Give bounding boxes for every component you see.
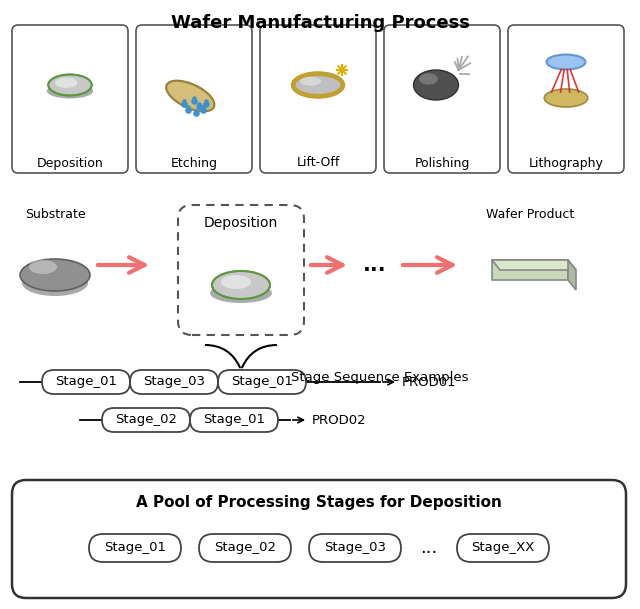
Ellipse shape (55, 77, 77, 88)
Ellipse shape (210, 283, 272, 303)
Text: Substrate: Substrate (25, 208, 85, 222)
Text: Stage_02: Stage_02 (214, 541, 276, 555)
Text: PROD02: PROD02 (312, 414, 367, 426)
Text: ...: ... (363, 255, 387, 275)
FancyBboxPatch shape (12, 480, 626, 598)
FancyBboxPatch shape (309, 534, 401, 562)
Ellipse shape (212, 271, 270, 299)
Text: Stage_01: Stage_01 (104, 541, 166, 555)
Ellipse shape (166, 80, 214, 111)
FancyBboxPatch shape (260, 25, 376, 173)
Ellipse shape (29, 260, 57, 274)
Text: PROD01: PROD01 (402, 376, 456, 389)
Text: Wafer Manufacturing Process: Wafer Manufacturing Process (171, 14, 469, 32)
Ellipse shape (300, 77, 321, 86)
FancyBboxPatch shape (190, 408, 278, 432)
Text: Wafer Product: Wafer Product (486, 208, 574, 222)
FancyBboxPatch shape (42, 370, 130, 394)
Ellipse shape (221, 275, 251, 289)
Ellipse shape (22, 270, 88, 296)
Ellipse shape (166, 81, 214, 111)
Text: Lithography: Lithography (529, 157, 604, 169)
Text: Stage_XX: Stage_XX (471, 541, 534, 555)
FancyBboxPatch shape (218, 370, 306, 394)
FancyBboxPatch shape (12, 25, 128, 173)
Ellipse shape (547, 54, 586, 69)
Text: Stage_01: Stage_01 (55, 376, 117, 389)
FancyBboxPatch shape (199, 534, 291, 562)
Ellipse shape (292, 73, 344, 97)
FancyBboxPatch shape (89, 534, 181, 562)
Text: Stage_03: Stage_03 (143, 376, 205, 389)
FancyBboxPatch shape (492, 260, 568, 280)
FancyBboxPatch shape (178, 205, 304, 335)
FancyBboxPatch shape (130, 370, 218, 394)
Text: Deposition: Deposition (204, 216, 278, 230)
FancyBboxPatch shape (136, 25, 252, 173)
Polygon shape (568, 260, 576, 290)
Text: Lift-Off: Lift-Off (296, 157, 340, 169)
Ellipse shape (47, 83, 93, 99)
FancyBboxPatch shape (457, 534, 549, 562)
Ellipse shape (544, 89, 588, 107)
FancyBboxPatch shape (508, 25, 624, 173)
Text: Stage_03: Stage_03 (324, 541, 386, 555)
Text: Stage_01: Stage_01 (203, 414, 265, 426)
Text: Deposition: Deposition (36, 157, 104, 169)
Text: A Pool of Processing Stages for Deposition: A Pool of Processing Stages for Depositi… (136, 495, 502, 510)
FancyBboxPatch shape (384, 25, 500, 173)
Text: Stage_02: Stage_02 (115, 414, 177, 426)
Text: Stage Sequence Examples: Stage Sequence Examples (291, 371, 468, 384)
Text: ...: ... (420, 539, 438, 557)
Text: Etching: Etching (170, 157, 218, 169)
Ellipse shape (48, 74, 92, 96)
FancyBboxPatch shape (102, 408, 190, 432)
Text: Polishing: Polishing (414, 157, 470, 169)
Polygon shape (492, 260, 576, 270)
Ellipse shape (419, 73, 438, 85)
Ellipse shape (413, 70, 458, 100)
Text: Stage_01: Stage_01 (231, 376, 293, 389)
Ellipse shape (20, 259, 90, 291)
